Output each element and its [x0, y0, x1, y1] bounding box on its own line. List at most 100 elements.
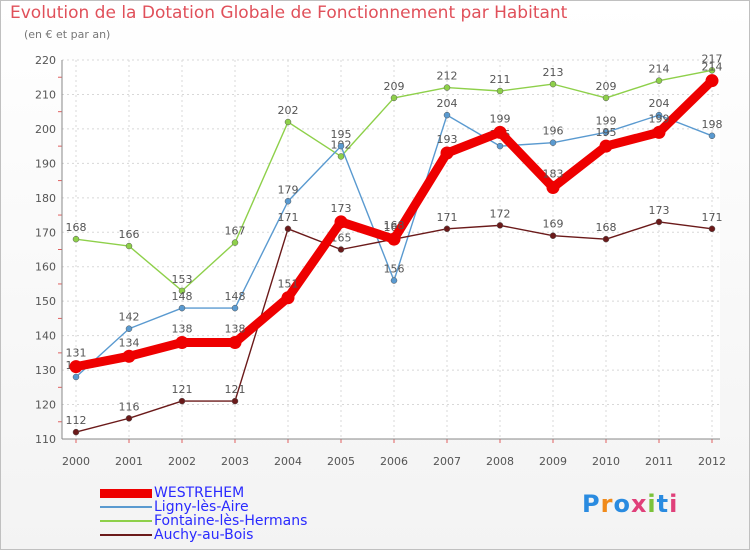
logo-letter: x: [630, 490, 648, 518]
legend-item: Ligny-lès-Aire: [100, 500, 307, 514]
data-point: [708, 132, 716, 140]
legend-item: Auchy-au-Bois: [100, 528, 307, 542]
x-tick-label: 2007: [433, 455, 461, 468]
y-tick-label: 170: [35, 226, 56, 239]
data-label: 166: [119, 228, 140, 241]
data-label: 168: [384, 219, 405, 232]
data-label: 134: [119, 336, 140, 349]
data-point: [652, 125, 666, 139]
data-point: [175, 336, 189, 350]
legend-item: WESTREHEM: [100, 486, 307, 500]
data-label: 199: [649, 112, 670, 125]
x-tick-label: 2012: [698, 455, 726, 468]
data-point: [602, 94, 610, 102]
data-point: [337, 246, 345, 253]
data-point: [231, 397, 239, 405]
data-point: [443, 111, 451, 119]
data-point: [443, 225, 451, 233]
chart-title: Evolution de la Dotation Globale de Fonc…: [10, 3, 568, 23]
data-point: [387, 232, 401, 246]
data-label: 202: [278, 104, 299, 117]
logo-letter: r: [600, 490, 614, 518]
data-label: 209: [596, 80, 617, 93]
data-point: [228, 336, 242, 350]
data-point: [440, 146, 454, 160]
data-label: 138: [172, 323, 193, 336]
data-label: 195: [596, 126, 617, 139]
data-label: 171: [702, 211, 723, 224]
data-point: [655, 218, 663, 226]
data-label: 212: [437, 70, 458, 83]
data-point: [655, 111, 663, 119]
y-tick-label: 190: [35, 157, 56, 170]
x-tick-label: 2003: [221, 455, 249, 468]
data-label: 172: [490, 207, 511, 220]
y-tick-label: 210: [35, 88, 56, 101]
data-point: [334, 215, 348, 229]
data-point: [708, 225, 716, 233]
legend-label: Auchy-au-Bois: [154, 527, 254, 543]
legend-swatch: [100, 506, 152, 508]
data-label: 112: [66, 414, 87, 427]
data-point: [708, 67, 716, 74]
data-point: [125, 242, 133, 250]
data-point: [496, 222, 504, 229]
x-tick-label: 2008: [486, 455, 514, 468]
y-tick-label: 120: [35, 399, 56, 412]
data-label: 151: [278, 278, 299, 291]
proxiti-logo: Proxiti: [582, 490, 678, 518]
y-tick-label: 130: [35, 364, 56, 377]
y-tick-label: 110: [35, 433, 56, 446]
data-label: 169: [543, 218, 564, 231]
data-point: [284, 198, 292, 205]
data-label: 195: [331, 128, 352, 141]
data-label: 217: [702, 52, 723, 65]
y-tick-label: 150: [35, 295, 56, 308]
data-label: 167: [225, 225, 246, 238]
logo-letter: i: [669, 490, 679, 518]
x-tick-label: 2001: [115, 455, 143, 468]
data-label: 198: [702, 118, 723, 131]
data-label: 171: [437, 211, 458, 224]
data-point: [390, 277, 398, 284]
data-point: [549, 139, 557, 146]
data-label: 199: [596, 114, 617, 127]
data-label: 204: [649, 97, 670, 110]
data-label: 116: [119, 400, 140, 413]
data-point: [125, 325, 133, 332]
data-label: 121: [172, 383, 193, 396]
data-point: [178, 304, 186, 312]
data-label: 193: [437, 133, 458, 146]
data-point: [599, 139, 613, 153]
data-label: 138: [225, 323, 246, 336]
data-point: [549, 232, 557, 239]
x-tick-label: 2010: [592, 455, 620, 468]
data-point: [602, 129, 610, 136]
legend-label: WESTREHEM: [154, 485, 245, 501]
data-label: 153: [172, 273, 193, 286]
data-point: [493, 125, 507, 139]
data-label: 142: [119, 311, 140, 324]
y-tick-label: 200: [35, 123, 56, 136]
data-point: [231, 304, 239, 312]
y-tick-label: 180: [35, 192, 56, 205]
x-tick-label: 2011: [645, 455, 673, 468]
legend-item: Fontaine-lès-Hermans: [100, 514, 307, 528]
data-label: 199: [490, 112, 511, 125]
logo-letter: o: [613, 490, 631, 518]
data-label: 204: [437, 97, 458, 110]
data-point: [496, 142, 504, 150]
chart-subtitle: (en € et par an): [24, 28, 111, 41]
data-label: 148: [225, 290, 246, 303]
data-label: 209: [384, 80, 405, 93]
data-point: [337, 142, 345, 150]
data-point: [122, 349, 136, 363]
data-point: [655, 77, 663, 84]
data-point: [602, 235, 610, 243]
chart-legend: WESTREHEM Ligny-lès-Aire Fontaine-lès-Herm…: [100, 486, 307, 542]
plot-area: [62, 60, 720, 439]
legend-label: Fontaine-lès-Hermans: [154, 513, 308, 529]
data-point: [443, 84, 451, 91]
logo-letter: i: [647, 490, 657, 518]
